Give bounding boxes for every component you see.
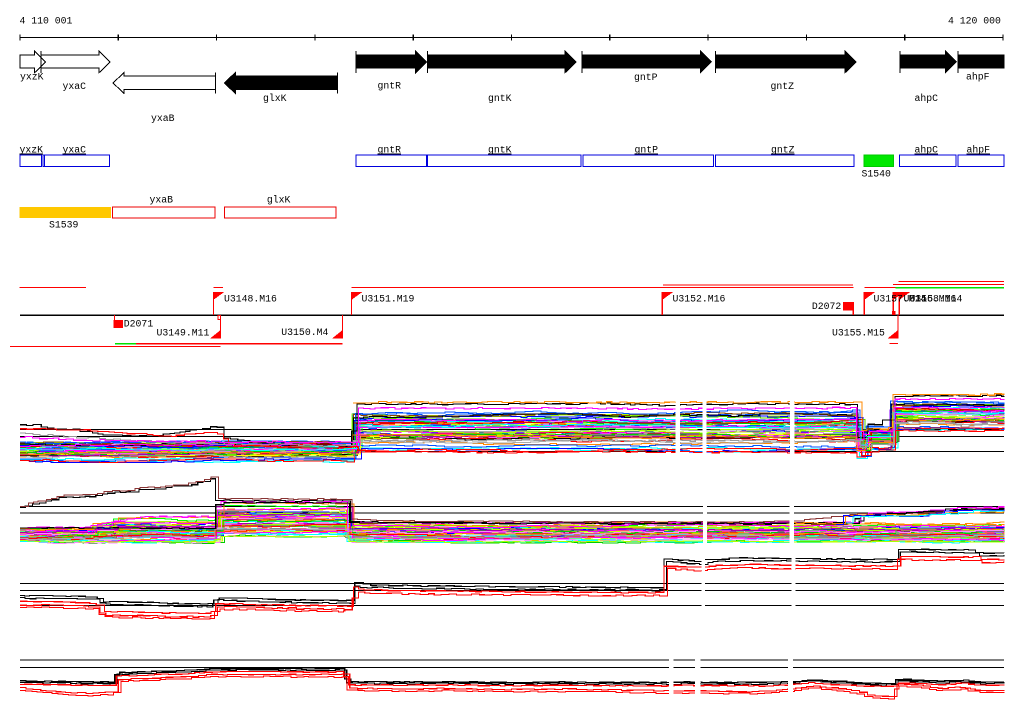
svg-text:gntZ: gntZ xyxy=(771,81,795,92)
svg-text:U3155.M15: U3155.M15 xyxy=(832,328,885,339)
svg-text:U3148.M16: U3148.M16 xyxy=(224,294,277,305)
svg-text:gntK: gntK xyxy=(488,93,512,104)
svg-text:yxaB: yxaB xyxy=(151,113,175,124)
svg-text:U3151.M19: U3151.M19 xyxy=(362,294,415,305)
svg-text:glxK: glxK xyxy=(267,195,291,206)
svg-text:S1539: S1539 xyxy=(49,220,79,231)
svg-text:yxzK: yxzK xyxy=(20,72,44,83)
svg-text:4 120 000: 4 120 000 xyxy=(948,16,1001,27)
svg-text:gntP: gntP xyxy=(635,144,659,155)
svg-text:S1540: S1540 xyxy=(862,169,892,180)
svg-text:U3157.M14: U3157.M14 xyxy=(874,294,927,305)
svg-text:gntZ: gntZ xyxy=(771,144,795,155)
svg-text:4 110 001: 4 110 001 xyxy=(20,16,73,27)
svg-text:glxK: glxK xyxy=(263,93,287,104)
svg-text:gntK: gntK xyxy=(488,144,512,155)
svg-text:yxaB: yxaB xyxy=(150,195,174,206)
svg-text:yxaC: yxaC xyxy=(63,144,87,155)
svg-text:D2071: D2071 xyxy=(124,319,154,330)
svg-text:U3158.M14: U3158.M14 xyxy=(910,294,963,305)
svg-text:gntR: gntR xyxy=(378,144,402,155)
svg-text:U3156.M16: U3156.M16 xyxy=(904,294,957,305)
svg-text:ahpC: ahpC xyxy=(915,144,939,155)
svg-text:ahpF: ahpF xyxy=(967,144,991,155)
svg-text:U3150.M4: U3150.M4 xyxy=(281,327,328,338)
svg-text:yxaC: yxaC xyxy=(63,81,87,92)
svg-text:ahpF: ahpF xyxy=(966,72,990,83)
svg-text:gntP: gntP xyxy=(634,72,658,83)
svg-text:yxzK: yxzK xyxy=(20,144,44,155)
svg-text:ahpC: ahpC xyxy=(915,93,939,104)
svg-text:U3149.M11: U3149.M11 xyxy=(157,328,210,339)
svg-text:D2072: D2072 xyxy=(812,301,842,312)
svg-text:gntR: gntR xyxy=(378,81,402,92)
svg-text:U3152.M16: U3152.M16 xyxy=(673,294,726,305)
